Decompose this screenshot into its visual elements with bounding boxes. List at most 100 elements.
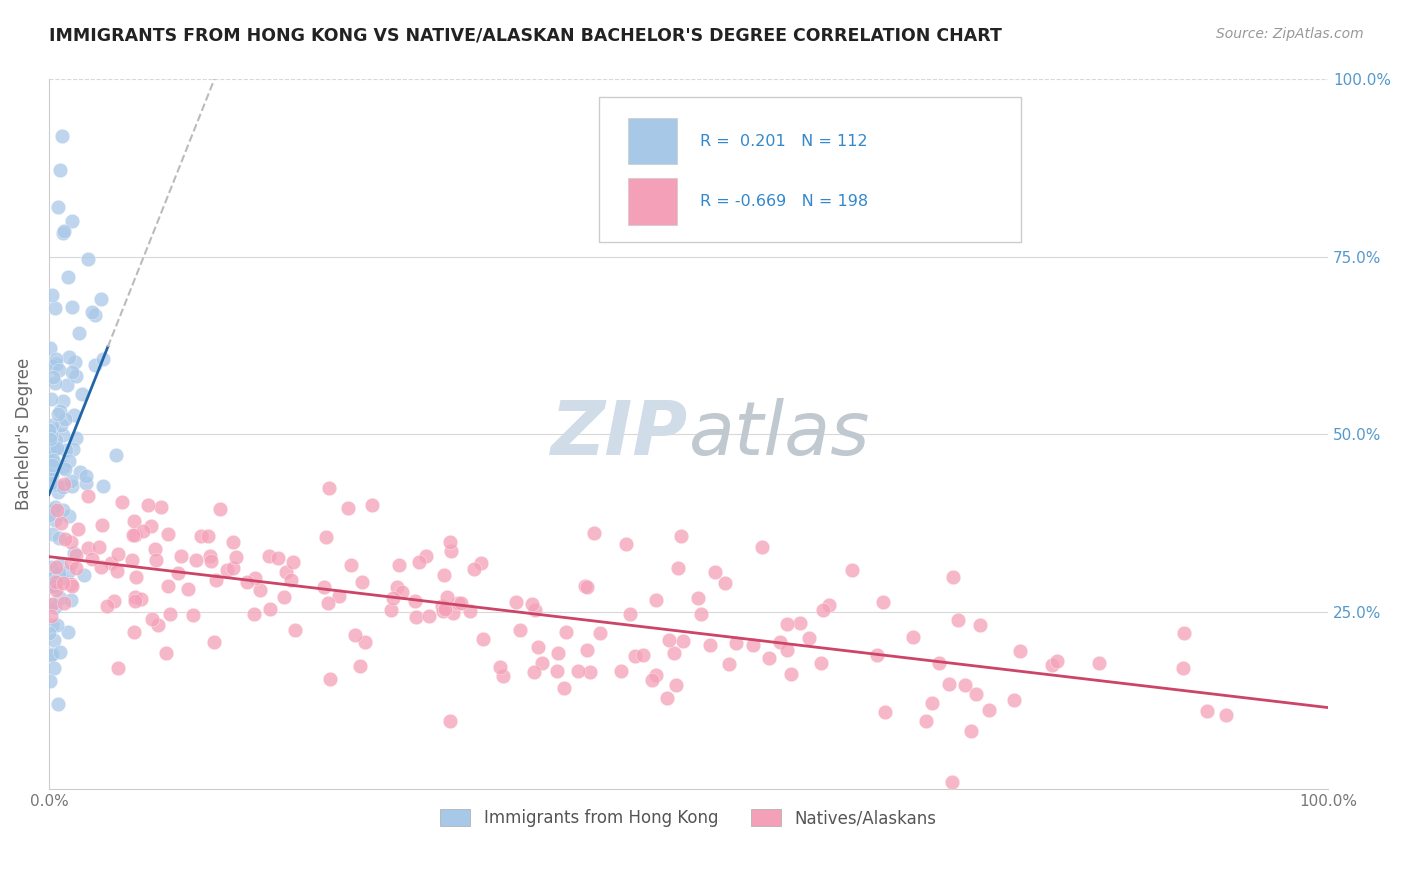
Point <box>167 566 190 580</box>
Point <box>531 657 554 671</box>
Point <box>46 408 69 422</box>
Point <box>75 469 97 483</box>
Point <box>405 610 427 624</box>
Point <box>1173 661 1195 675</box>
Bar <box>628 118 678 164</box>
Point <box>155 646 177 660</box>
Point <box>38 625 60 640</box>
Point <box>432 604 454 618</box>
Point <box>941 775 963 789</box>
Point <box>460 604 482 618</box>
Point <box>46 200 69 214</box>
Point <box>124 528 146 542</box>
Point <box>45 358 67 372</box>
Point <box>415 549 437 563</box>
Point <box>39 608 62 623</box>
Point <box>41 417 63 432</box>
Point <box>46 697 69 711</box>
Point <box>200 554 222 568</box>
Point <box>48 531 70 545</box>
Point <box>65 548 87 562</box>
Point <box>77 252 100 266</box>
Point <box>382 591 405 605</box>
Point <box>156 527 179 541</box>
Point <box>53 532 76 546</box>
Point <box>946 614 969 628</box>
Point <box>52 459 75 474</box>
Point <box>59 535 82 549</box>
Point <box>39 456 62 470</box>
Point <box>204 573 226 587</box>
Point <box>69 465 91 479</box>
Point <box>686 591 709 605</box>
Point <box>67 522 90 536</box>
Point <box>657 691 679 706</box>
Point <box>817 598 839 612</box>
Point <box>52 575 75 590</box>
Y-axis label: Bachelor's Degree: Bachelor's Degree <box>15 358 32 510</box>
Point <box>44 582 66 597</box>
Point <box>724 636 747 650</box>
Point <box>177 582 200 597</box>
Point <box>39 341 62 355</box>
Point <box>148 618 170 632</box>
Point <box>121 553 143 567</box>
Point <box>49 403 72 417</box>
Point <box>385 580 408 594</box>
Point <box>39 559 62 574</box>
Point <box>672 634 695 648</box>
Point <box>337 501 360 516</box>
Point <box>42 453 65 467</box>
Point <box>59 593 82 607</box>
Point <box>41 465 63 479</box>
Point <box>44 575 66 590</box>
Point <box>48 363 70 377</box>
Point <box>48 566 70 581</box>
Point <box>181 607 204 622</box>
Point <box>42 442 65 456</box>
Point <box>63 546 86 560</box>
Point <box>553 681 575 695</box>
Point <box>42 632 65 647</box>
Point <box>39 392 62 406</box>
Point <box>505 595 527 609</box>
Point <box>104 448 127 462</box>
Point <box>55 378 77 392</box>
Point <box>107 660 129 674</box>
Point <box>872 595 894 609</box>
Point <box>44 423 66 437</box>
Point <box>39 673 62 688</box>
Point <box>52 393 75 408</box>
Point <box>39 443 62 458</box>
Point <box>49 558 72 572</box>
Point <box>969 617 991 632</box>
Point <box>758 651 780 665</box>
Point <box>284 624 307 638</box>
Point <box>65 561 87 575</box>
Point <box>107 547 129 561</box>
Point <box>527 640 550 654</box>
Point <box>243 571 266 585</box>
Point <box>1088 657 1111 671</box>
Point <box>704 565 727 579</box>
Point <box>65 369 87 384</box>
Text: R = -0.669   N = 198: R = -0.669 N = 198 <box>700 194 868 209</box>
Point <box>280 573 302 587</box>
Point <box>433 602 456 616</box>
Point <box>645 592 668 607</box>
Point <box>1002 693 1025 707</box>
Point <box>143 541 166 556</box>
Point <box>810 657 832 671</box>
Point <box>41 597 63 611</box>
Point <box>157 579 180 593</box>
Point <box>1040 657 1063 672</box>
Point <box>45 477 67 491</box>
Text: atlas: atlas <box>689 398 870 470</box>
Point <box>58 454 80 468</box>
Point <box>524 603 547 617</box>
Point <box>39 428 62 442</box>
Point <box>41 359 63 374</box>
Point <box>520 597 543 611</box>
Point <box>56 566 79 580</box>
Point <box>39 433 62 447</box>
